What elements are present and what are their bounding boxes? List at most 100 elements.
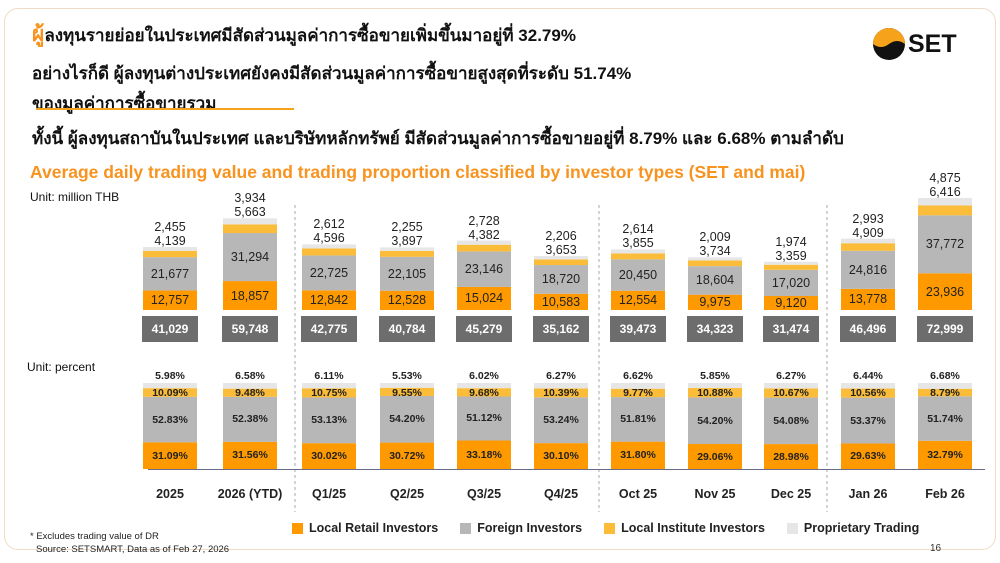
bar-segment <box>611 259 665 291</box>
percent-label: 28.98% <box>773 450 809 463</box>
percent-label: 52.38% <box>232 413 268 426</box>
data-label: 2,255 <box>391 220 423 235</box>
data-label: 2,993 <box>852 211 884 226</box>
bar-segment <box>302 290 356 310</box>
total-value-box: 41,029 <box>142 316 198 342</box>
percent-label: 31.56% <box>232 449 268 462</box>
percent-label: 10.09% <box>152 386 188 399</box>
percent-label: 6.68% <box>930 369 960 382</box>
bar-segment <box>918 383 972 389</box>
bar-segment <box>764 261 818 265</box>
data-label: 4,139 <box>154 233 186 248</box>
bar-segment <box>841 443 895 469</box>
bar-segment <box>223 383 277 389</box>
percent-label: 9.68% <box>469 386 499 399</box>
bar-segment <box>764 444 818 469</box>
bar-segment <box>918 273 972 310</box>
data-label: 24,816 <box>848 262 888 277</box>
data-label: 2,455 <box>154 219 186 234</box>
bar-segment <box>688 444 742 469</box>
bar-segment <box>302 244 356 249</box>
total-value-box: 35,162 <box>533 316 589 342</box>
bar-segment <box>841 397 895 444</box>
bar-segment <box>841 238 895 244</box>
bar-segment <box>380 247 434 251</box>
percent-label: 53.24% <box>543 413 579 426</box>
legend-item-institute: Local Institute Investors <box>604 521 765 535</box>
logo-text: SET <box>908 29 957 58</box>
legend-swatch <box>292 522 303 534</box>
headline-line-1: ผู้ลงทุนรายย่อยในประเทศมีสัดส่วนมูลค่ากา… <box>32 18 576 51</box>
bar-segment <box>302 397 356 444</box>
percent-label: 31.09% <box>152 449 188 462</box>
percent-label: 6.62% <box>623 369 653 382</box>
bar-segment <box>611 383 665 389</box>
data-label: 22,725 <box>309 265 349 280</box>
bar-segment <box>380 383 434 388</box>
data-label: 12,842 <box>309 292 349 307</box>
data-label: 4,909 <box>852 225 884 240</box>
unit-label-percent: Unit: percent <box>27 360 96 374</box>
bar-segment <box>764 296 818 310</box>
chart-title: Average daily trading value and trading … <box>30 162 806 182</box>
percent-label: 6.27% <box>776 369 806 382</box>
bar-segment <box>611 290 665 310</box>
bar-segment <box>688 266 742 295</box>
total-value-box: 59,748 <box>222 316 278 342</box>
percent-label: 10.67% <box>773 386 809 399</box>
total-value-box: 31,474 <box>763 316 819 342</box>
data-label: 4,596 <box>313 231 345 246</box>
percent-label: 9.55% <box>392 386 422 399</box>
bar-segment <box>918 388 972 397</box>
bar-segment <box>302 255 356 291</box>
legend-label: Local Institute Investors <box>621 521 765 535</box>
bar-segment <box>457 396 511 441</box>
bar-segment <box>764 397 818 445</box>
percent-label: 52.83% <box>152 413 188 426</box>
percent-label: 29.63% <box>850 450 886 462</box>
percent-label: 31.80% <box>620 449 656 462</box>
percent-label: 54.08% <box>773 414 809 427</box>
total-value-box: 39,473 <box>610 316 666 342</box>
headline-line-4: ทั้งนี้ ผู้ลงทุนสถาบันในประเทศ และบริษัท… <box>32 129 844 148</box>
legend-item-prop: Proprietary Trading <box>786 521 920 535</box>
percent-label: 5.98% <box>155 369 185 382</box>
bar-segment <box>534 259 588 266</box>
legend-label: Proprietary Trading <box>803 521 920 535</box>
data-label: 13,778 <box>848 292 888 307</box>
x-tick-label: Dec 25 <box>770 487 812 501</box>
percent-label: 9.48% <box>235 386 265 399</box>
percent-label: 5.53% <box>392 369 422 382</box>
data-label: 9,975 <box>699 295 731 310</box>
percent-label: 10.56% <box>850 386 886 399</box>
data-label: 3,653 <box>545 242 577 257</box>
legend-label: Local Retail Investors <box>309 521 439 535</box>
bar-segment <box>143 290 197 310</box>
bar-segment <box>302 248 356 256</box>
data-label: 2,206 <box>545 228 577 243</box>
bar-segment <box>223 396 277 442</box>
data-label: 3,734 <box>699 244 731 259</box>
bar-segment <box>302 382 356 389</box>
percent-label: 51.81% <box>620 413 656 426</box>
x-tick-label: Oct 25 <box>618 487 658 501</box>
total-value-box: 46,496 <box>840 316 896 342</box>
bar-segment <box>457 240 511 245</box>
data-label: 37,772 <box>925 237 965 252</box>
percent-label: 8.79% <box>930 386 960 399</box>
percent-label: 30.02% <box>311 449 347 462</box>
data-label: 3,359 <box>775 248 807 263</box>
bar-segment <box>688 388 742 398</box>
bar-segment <box>611 441 665 469</box>
percent-label: 6.02% <box>469 369 499 382</box>
page-number: 16 <box>930 543 942 554</box>
bar-segment <box>223 281 277 310</box>
bar-segment <box>143 250 197 258</box>
bar-segment <box>143 383 197 389</box>
bar-segment <box>611 388 665 398</box>
percent-label: 10.75% <box>311 386 347 399</box>
x-tick-label: Q3/25 <box>466 487 502 501</box>
headline-line-2: อย่างไรก็ดี ผู้ลงทุนต่างประเทศยังคงมีสัด… <box>32 64 632 83</box>
bar-segment <box>688 397 742 445</box>
